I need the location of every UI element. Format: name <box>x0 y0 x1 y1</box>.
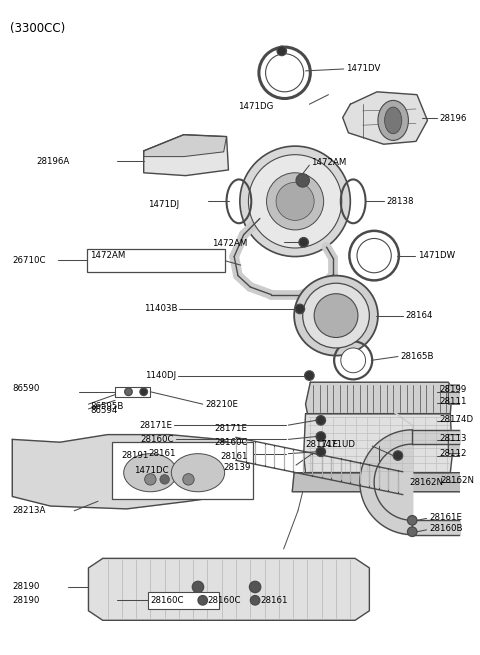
Text: 28171E: 28171E <box>305 440 338 449</box>
Text: 1471DG: 1471DG <box>238 102 273 111</box>
Circle shape <box>125 388 132 396</box>
Circle shape <box>265 54 304 92</box>
Text: 1471DC: 1471DC <box>134 466 169 476</box>
Circle shape <box>357 238 391 272</box>
Bar <box>112 442 253 499</box>
Circle shape <box>251 595 260 605</box>
Text: 1471DW: 1471DW <box>418 251 455 260</box>
Polygon shape <box>448 385 469 404</box>
Circle shape <box>316 447 325 457</box>
Circle shape <box>393 451 403 460</box>
Circle shape <box>276 182 314 220</box>
Circle shape <box>305 371 314 381</box>
Text: 28139: 28139 <box>223 464 251 472</box>
Circle shape <box>277 46 287 56</box>
Circle shape <box>295 304 305 314</box>
Text: 1472AM: 1472AM <box>312 158 347 167</box>
Polygon shape <box>144 135 227 157</box>
Text: 28113: 28113 <box>440 434 468 443</box>
Ellipse shape <box>171 454 225 492</box>
Circle shape <box>140 388 147 396</box>
Circle shape <box>240 146 350 257</box>
Polygon shape <box>88 559 370 620</box>
Text: 28210E: 28210E <box>205 400 239 409</box>
Bar <box>86 249 225 272</box>
Text: 86595B: 86595B <box>90 402 124 411</box>
Ellipse shape <box>384 107 402 134</box>
Text: 28196: 28196 <box>440 114 467 123</box>
Polygon shape <box>144 135 228 176</box>
Text: 28112: 28112 <box>440 449 468 458</box>
Polygon shape <box>12 435 246 509</box>
Text: 28161: 28161 <box>149 449 176 458</box>
Bar <box>147 591 219 609</box>
Text: 28190: 28190 <box>12 582 40 591</box>
Polygon shape <box>343 92 428 144</box>
Text: 26710C: 26710C <box>12 256 46 265</box>
Text: 28196A: 28196A <box>36 157 69 166</box>
Text: 28190: 28190 <box>12 596 40 605</box>
Text: 1471DV: 1471DV <box>347 64 381 73</box>
Circle shape <box>160 475 169 484</box>
Circle shape <box>341 348 366 373</box>
Text: 28191: 28191 <box>122 451 149 460</box>
Circle shape <box>408 515 417 525</box>
Text: 1471UD: 1471UD <box>320 440 355 449</box>
Text: 28161E: 28161E <box>429 513 462 522</box>
Circle shape <box>250 581 261 593</box>
Text: 1471DJ: 1471DJ <box>148 200 179 209</box>
Polygon shape <box>306 383 452 414</box>
Text: 28162N: 28162N <box>441 476 475 485</box>
Text: 28162N: 28162N <box>409 477 444 487</box>
Text: 28138: 28138 <box>386 197 414 206</box>
Text: 28160C: 28160C <box>150 596 184 605</box>
Text: 28164: 28164 <box>406 311 433 320</box>
Circle shape <box>183 474 194 485</box>
Ellipse shape <box>294 276 378 356</box>
Ellipse shape <box>378 100 408 140</box>
Circle shape <box>296 174 310 187</box>
Text: (3300CC): (3300CC) <box>11 22 66 35</box>
Text: 28174D: 28174D <box>440 415 474 424</box>
Circle shape <box>198 595 207 605</box>
Text: 28160C: 28160C <box>207 596 241 605</box>
Circle shape <box>144 474 156 485</box>
Text: 28160B: 28160B <box>429 525 463 533</box>
Text: 28161: 28161 <box>220 452 248 461</box>
Text: 1472AM: 1472AM <box>212 238 248 248</box>
Polygon shape <box>292 473 465 492</box>
Circle shape <box>408 527 417 536</box>
Text: 86590: 86590 <box>12 384 40 394</box>
Ellipse shape <box>303 283 370 348</box>
Text: 28161: 28161 <box>260 596 288 605</box>
Circle shape <box>316 415 325 425</box>
Text: 28213A: 28213A <box>12 506 46 515</box>
Ellipse shape <box>314 293 358 337</box>
Text: 28199: 28199 <box>440 385 467 394</box>
Circle shape <box>249 155 342 248</box>
Ellipse shape <box>124 454 177 492</box>
Text: 28111: 28111 <box>440 397 468 406</box>
Circle shape <box>299 238 309 247</box>
Circle shape <box>266 173 324 230</box>
Text: 1140DJ: 1140DJ <box>145 371 176 380</box>
Text: 28160C: 28160C <box>141 435 174 444</box>
Circle shape <box>316 432 325 441</box>
Text: 28171E: 28171E <box>139 421 172 430</box>
Text: 1472AM: 1472AM <box>90 251 126 260</box>
Text: 28160C: 28160C <box>214 438 248 447</box>
Polygon shape <box>304 414 452 473</box>
Text: 11403B: 11403B <box>144 305 177 314</box>
Polygon shape <box>448 435 469 454</box>
Text: 28165B: 28165B <box>401 352 434 361</box>
Text: 86594: 86594 <box>90 406 118 415</box>
Text: 28171E: 28171E <box>215 424 248 434</box>
Circle shape <box>192 581 204 593</box>
